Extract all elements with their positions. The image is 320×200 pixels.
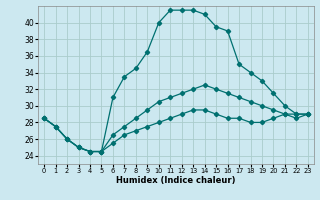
X-axis label: Humidex (Indice chaleur): Humidex (Indice chaleur) [116, 176, 236, 185]
